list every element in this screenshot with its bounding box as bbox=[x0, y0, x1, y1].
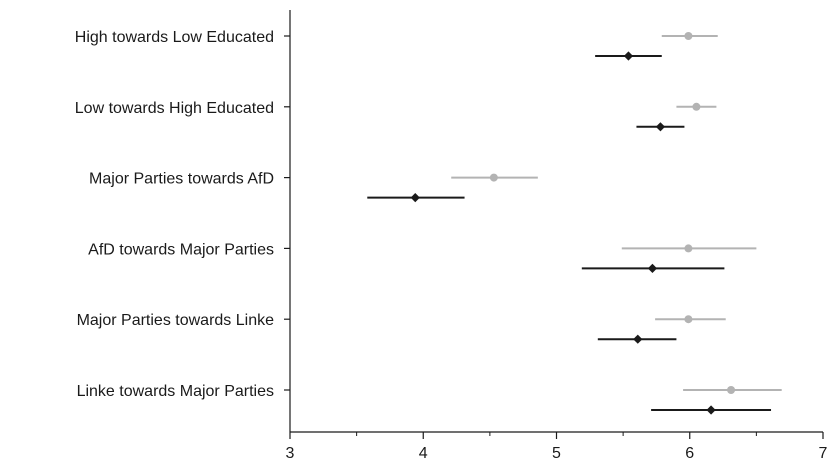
black-point bbox=[647, 263, 658, 273]
gray-point bbox=[489, 173, 498, 182]
intervals bbox=[367, 35, 782, 411]
gray-point bbox=[684, 315, 693, 324]
black-point bbox=[410, 193, 420, 203]
black-point bbox=[623, 51, 634, 61]
gray-point bbox=[684, 32, 693, 40]
black-point bbox=[706, 405, 716, 415]
gray-point bbox=[684, 244, 693, 253]
x-tick-label: 3 bbox=[286, 445, 295, 462]
row-label: Low towards High Educated bbox=[75, 100, 274, 117]
row-label: High towards Low Educated bbox=[75, 29, 274, 46]
points bbox=[410, 32, 736, 415]
black-point bbox=[633, 334, 643, 344]
gray-point bbox=[692, 102, 701, 111]
black-point bbox=[655, 122, 666, 132]
x-tick-labels: 3 4 5 6 7 bbox=[286, 445, 828, 462]
x-tick-label: 4 bbox=[419, 445, 428, 462]
row-labels: High towards Low Educated Low towards Hig… bbox=[75, 29, 274, 400]
x-tick-label: 7 bbox=[819, 445, 828, 462]
gray-point bbox=[727, 386, 736, 394]
x-tick-label: 5 bbox=[552, 445, 561, 462]
axes bbox=[284, 10, 824, 439]
row-label: Major Parties towards AfD bbox=[89, 171, 274, 188]
row-label: Major Parties towards Linke bbox=[77, 312, 275, 329]
row-label: AfD towards Major Parties bbox=[88, 241, 274, 258]
row-label: Linke towards Major Parties bbox=[77, 383, 274, 400]
x-tick-label: 6 bbox=[685, 445, 694, 462]
